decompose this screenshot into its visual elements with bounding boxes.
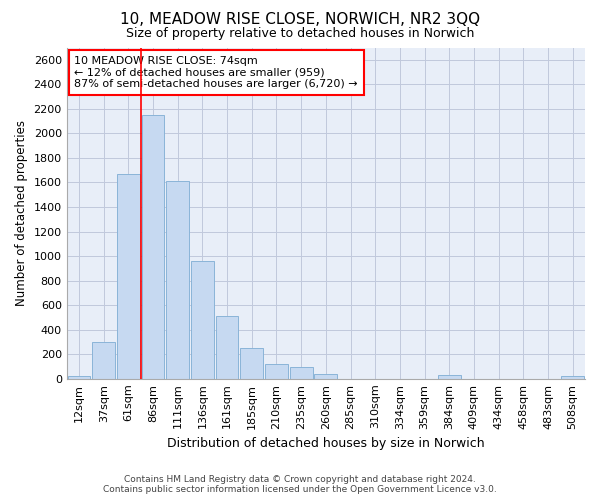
Bar (314, 374, 337, 379)
Bar (142, 115, 164, 379)
Bar (166, 181, 189, 379)
Bar (92, 342, 115, 379)
Bar (265, 364, 288, 379)
Bar (562, 376, 584, 379)
Bar (290, 367, 313, 379)
Text: Contains HM Land Registry data © Crown copyright and database right 2024.
Contai: Contains HM Land Registry data © Crown c… (103, 474, 497, 494)
Bar (216, 316, 238, 379)
Text: 10, MEADOW RISE CLOSE, NORWICH, NR2 3QQ: 10, MEADOW RISE CLOSE, NORWICH, NR2 3QQ (120, 12, 480, 28)
Text: Size of property relative to detached houses in Norwich: Size of property relative to detached ho… (126, 28, 474, 40)
Bar (241, 348, 263, 379)
X-axis label: Distribution of detached houses by size in Norwich: Distribution of detached houses by size … (167, 437, 485, 450)
Y-axis label: Number of detached properties: Number of detached properties (15, 120, 28, 306)
Text: 10 MEADOW RISE CLOSE: 74sqm
← 12% of detached houses are smaller (959)
87% of se: 10 MEADOW RISE CLOSE: 74sqm ← 12% of det… (74, 56, 358, 89)
Bar (68, 376, 91, 379)
Bar (191, 261, 214, 379)
Bar (117, 174, 140, 379)
Bar (438, 375, 461, 379)
